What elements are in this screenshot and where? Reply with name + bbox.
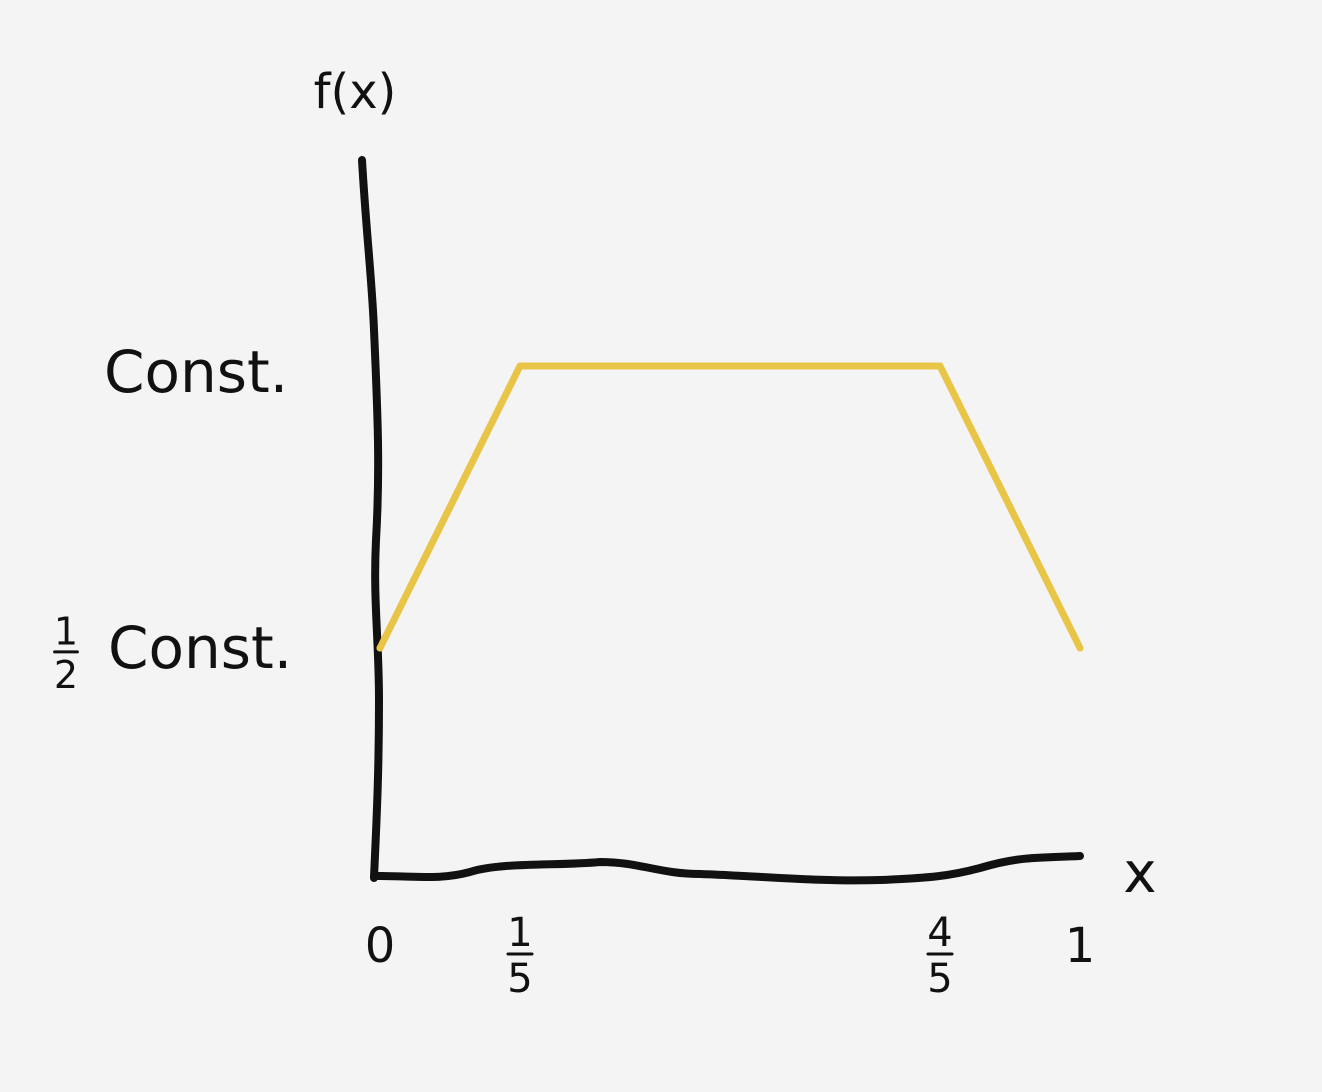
series-0-point-1 [516,362,524,370]
y-tick-labels: Const. 12 Const. [53,338,292,697]
x-tick-label-1: 15 [506,910,534,1002]
y-tick-label-1: 12 Const. [53,609,292,697]
y-tick-fraction-1: 12 [53,609,79,697]
x-axis [370,852,1084,885]
svg-text:5: 5 [507,956,532,1002]
svg-text:Const.: Const. [108,614,292,682]
series-0-point-2 [936,362,944,370]
svg-text:1: 1 [507,910,532,956]
y-axis [358,156,383,882]
series-0-point-3 [1076,644,1084,652]
x-tick-label-0: 0 [365,918,396,974]
series-group [376,362,1084,652]
svg-text:4: 4 [927,910,952,956]
x-tick-label-3: 1 [1065,918,1096,974]
svg-text:5: 5 [927,956,952,1002]
x-tick-label-2: 45 [926,910,954,1002]
svg-text:2: 2 [54,653,78,697]
y-tick-label-0: Const. [104,338,288,406]
svg-text:1: 1 [54,609,78,653]
x-axis-label: x [1123,841,1156,906]
series-line-0 [376,362,1084,652]
series-0-point-0 [376,644,384,652]
y-axis-label: f(x) [314,64,397,120]
